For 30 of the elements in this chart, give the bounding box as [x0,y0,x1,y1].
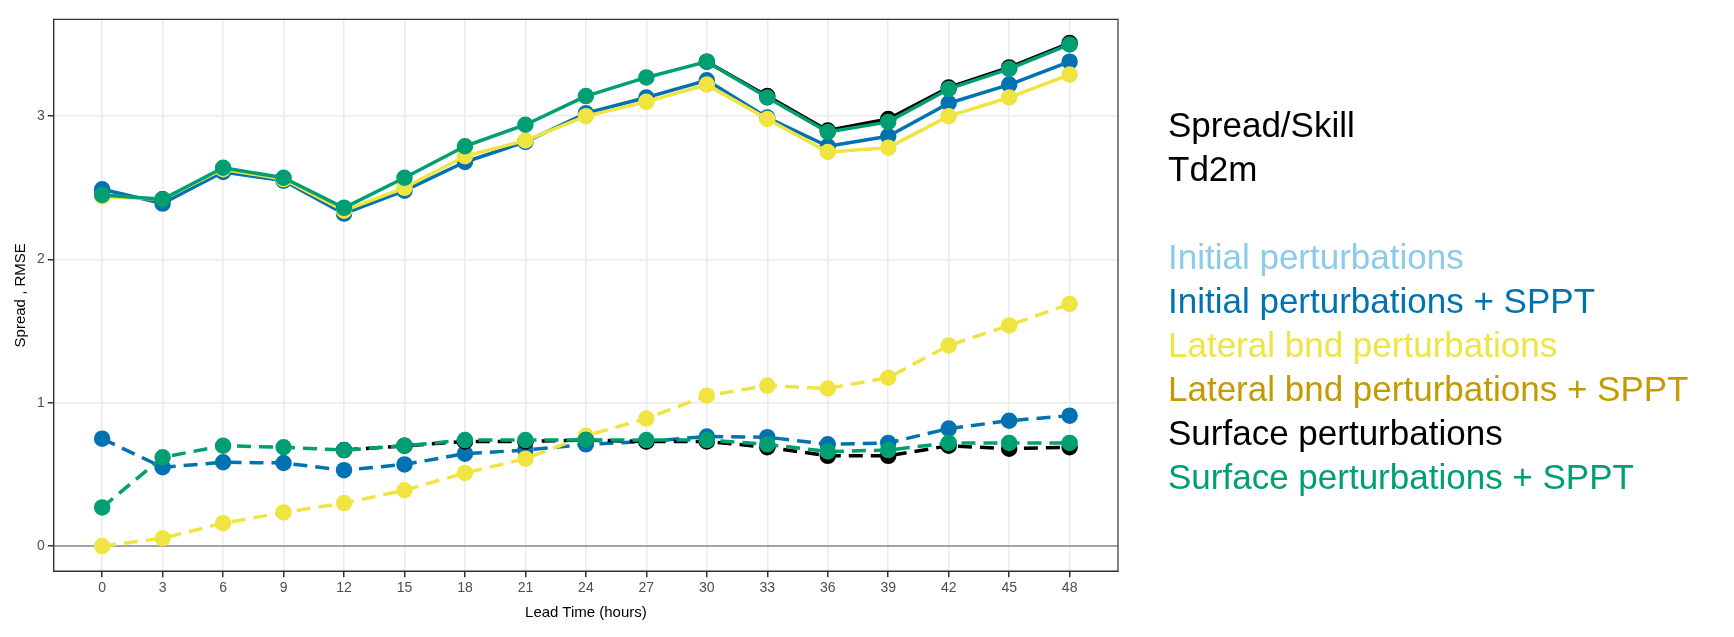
x-tick-label: 0 [98,579,107,596]
x-axis-title: Lead Time (hours) [525,603,647,621]
x-tick-label: 48 [1061,579,1078,596]
text: Surface perturbations [1168,412,1504,454]
x-tick-label: 9 [279,579,288,596]
y-axis-title: Spread , RMSE [11,243,29,348]
legend-label: Lateral bnd perturbations + SPPT [1168,368,1689,410]
x-tick-label: 15 [396,579,413,596]
legend-label: Initial perturbations [1168,236,1465,278]
x-tick-label: 27 [638,579,655,596]
x-tick-label: 42 [940,579,957,596]
text: Lateral bnd perturbations [1168,324,1559,366]
x-tick-label: 18 [457,579,473,596]
x-tick-label: 39 [880,579,897,596]
x-tick-label: 36 [819,579,836,596]
x-tick-label: 24 [578,579,594,596]
y-tick-label: 3 [36,107,45,123]
x-tick-label: 30 [699,579,715,596]
x-tick-label: 3 [158,579,167,596]
y-tick-label: 2 [36,250,45,267]
x-tick-label: 12 [336,579,353,596]
text: Initial perturbations + SPPT [1168,280,1597,322]
y-tick-label: 0 [36,536,45,553]
legend-title: Spread/Skill Td2m [1168,104,1356,190]
x-tick-label: 21 [517,579,534,596]
x-tick-label: 45 [1001,579,1018,596]
y-tick-label: 1 [36,393,45,410]
x-tick-label: 33 [759,579,776,596]
x-tick-label: 6 [219,579,228,596]
text: Surface perturbations + SPPT [1168,456,1635,498]
